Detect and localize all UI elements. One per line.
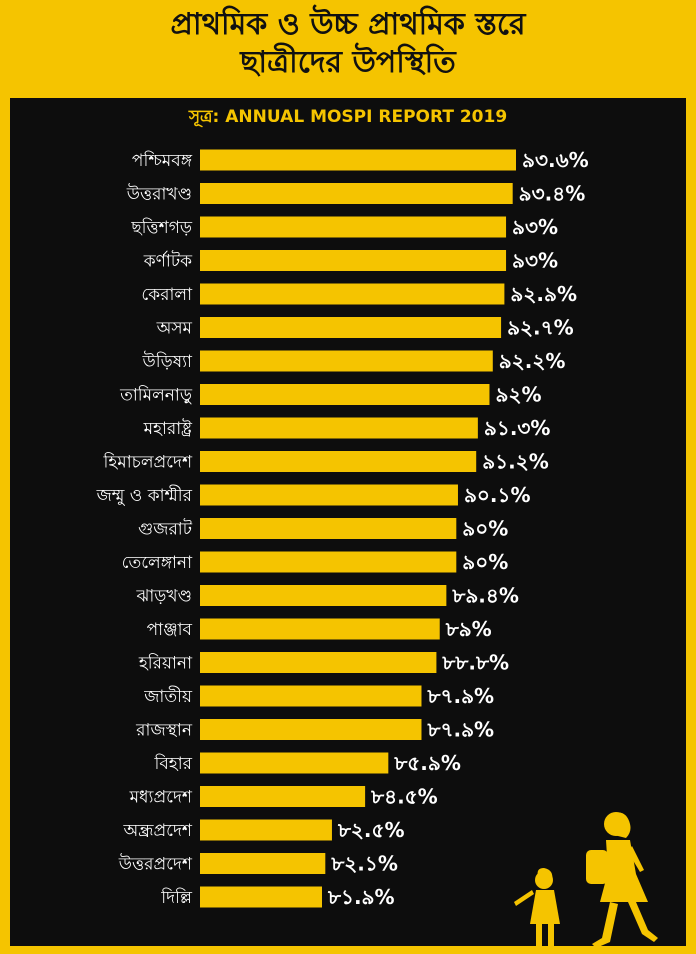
bar: [200, 417, 478, 439]
value-label: ৯২.৯%: [510, 282, 577, 306]
category-label: দিল্লি: [160, 887, 193, 908]
category-label: রাজস্থান: [135, 721, 193, 741]
value-label: ৯০%: [462, 550, 508, 574]
category-label: উত্তরাখণ্ড: [126, 184, 192, 205]
source-label: সূত্র: ANNUAL MOSPI REPORT 2019: [188, 107, 508, 127]
girls-walking-silhouette-icon: [514, 812, 658, 948]
category-label: উড়িষ্যা: [142, 351, 194, 372]
value-label: ৯৩%: [512, 215, 558, 239]
bar: [200, 618, 440, 640]
category-label: গুজরাট: [138, 519, 193, 540]
value-label: ৯৩.৬%: [522, 148, 589, 172]
bar: [200, 551, 457, 573]
value-label: ৯০.১%: [464, 483, 531, 507]
value-label: ৮৭.৯%: [426, 718, 494, 742]
bar: [200, 752, 389, 774]
chart-panel: সূত্র: ANNUAL MOSPI REPORT 2019 পশ্চিমবঙ…: [10, 98, 686, 948]
bar: [200, 384, 490, 405]
category-label: অন্ধ্রপ্রদেশ: [123, 821, 193, 841]
bar: [200, 853, 326, 874]
bar: [200, 451, 477, 472]
category-label: ছত্তিশগড়: [130, 217, 193, 238]
category-label: বিহার: [153, 753, 192, 774]
bar: [200, 149, 516, 171]
category-label: কর্ণাটক: [143, 251, 193, 272]
bar: [200, 317, 502, 338]
bar: [200, 250, 507, 271]
category-label: তামিলনাড়ু: [119, 385, 193, 406]
category-label: মহারাষ্ট্র: [143, 418, 194, 439]
category-label: মধ্যপ্রদেশ: [129, 788, 193, 808]
value-label: ৮৫.৯%: [393, 751, 461, 775]
bar: [200, 585, 447, 606]
value-label: ৯১.২%: [482, 450, 549, 474]
bar: [200, 216, 507, 238]
title-line-1: প্রাথমিক ও উচ্চ প্রাথমিক স্তরে: [170, 7, 526, 42]
title-line-2: ছাত্রীদের উপস্থিতি: [240, 45, 456, 80]
category-label: পশ্চিমবঙ্গ: [132, 150, 193, 171]
value-label: ৮১.৯%: [327, 885, 395, 909]
category-label: অসম: [156, 319, 193, 339]
bar-chart: পশ্চিমবঙ্গ ৯৩.৬% উত্তরাখণ্ড ৯৩.৪% ছত্তিশগড় ৯…: [96, 148, 589, 909]
bar: [200, 652, 437, 673]
category-label: তেলেঙ্গানা: [122, 553, 194, 573]
value-label: ৮৯%: [445, 617, 492, 641]
value-label: ৮৭.৯%: [426, 684, 494, 708]
header: প্রাথমিক ও উচ্চ প্রাথমিক স্তরে ছাত্রীদের…: [0, 0, 696, 98]
bar: [200, 819, 332, 841]
category-label: কেরালা: [141, 285, 193, 305]
bar: [200, 283, 505, 305]
value-label: ৯২.২%: [499, 349, 566, 373]
value-label: ৯৩%: [512, 249, 558, 273]
category-label: ঝাড়খণ্ড: [135, 587, 192, 607]
value-label: ৮৮.৮%: [441, 651, 509, 675]
value-label: ৯০%: [462, 517, 508, 541]
value-label: ৯১.৩%: [484, 416, 551, 440]
category-label: উত্তরপ্রদেশ: [118, 854, 193, 875]
category-label: হরিয়ানা: [138, 653, 193, 674]
category-label: পাঞ্জাব: [147, 620, 193, 640]
value-label: ৮৯.৪%: [451, 584, 519, 608]
category-label: হিমাচলপ্রদেশ: [102, 452, 192, 473]
category-label: জম্মু ও কাশ্মীর: [96, 485, 193, 506]
bar: [200, 350, 493, 372]
value-label: ৯৩.৪%: [519, 182, 586, 206]
bar: [200, 685, 422, 707]
bar: [200, 484, 458, 506]
value-label: ৯২.৭%: [507, 316, 574, 340]
bar: [200, 518, 457, 539]
category-label: জাতীয়: [143, 686, 193, 707]
bar: [200, 886, 322, 908]
bar: [200, 183, 513, 204]
value-label: ৮৪.৫%: [370, 785, 438, 809]
bar: [200, 786, 366, 807]
value-label: ৯২%: [495, 383, 541, 407]
value-label: ৮২.৫%: [337, 818, 405, 842]
value-label: ৮২.১%: [330, 852, 398, 876]
bar: [200, 719, 422, 740]
